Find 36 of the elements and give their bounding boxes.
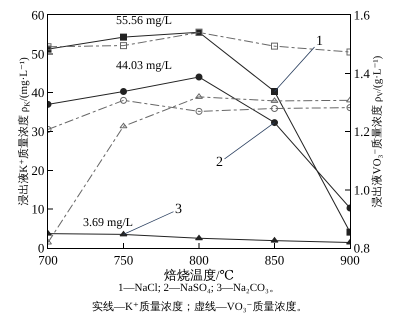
point <box>195 93 203 99</box>
point <box>271 119 278 126</box>
y-tick-label: 20 <box>31 162 44 178</box>
point <box>120 230 128 236</box>
annotation: 55.56 mg/L <box>116 13 172 27</box>
y-tick-label: 10 <box>31 202 44 217</box>
text: 实线—K⁺质量浓度；虚线—VO₃⁻质量浓度。 <box>92 300 308 313</box>
y2-tick-label: 1.2 <box>354 124 370 140</box>
point <box>270 97 278 103</box>
y-tick-label: 60 <box>31 8 44 23</box>
point <box>195 234 203 240</box>
y2-tick-label: 1.6 <box>354 8 370 23</box>
annotation: 3 <box>175 202 182 217</box>
y2-tick-label: 1.4 <box>354 66 370 81</box>
y-tick-label: 40 <box>31 85 44 100</box>
point <box>120 96 127 104</box>
text: 1—NaCl; 2—NaSO₄; 3—Na₂CO₃。 <box>118 282 280 294</box>
annotation: 44.03 mg/L <box>116 58 172 72</box>
annotation: 2 <box>216 155 223 170</box>
point <box>120 34 127 41</box>
x-tick-label: 850 <box>264 252 284 268</box>
point <box>271 104 278 112</box>
y-tick-label: 50 <box>31 46 44 62</box>
point <box>196 74 202 81</box>
point <box>270 237 278 243</box>
point <box>120 122 128 128</box>
annotation: 3.69 mg/L <box>83 215 133 229</box>
point <box>271 88 278 95</box>
x-tick-label: 750 <box>114 252 134 268</box>
point <box>120 88 127 95</box>
x-axis-title: 焙烧温度/℃ <box>164 268 234 283</box>
annotation: 1 <box>316 34 323 49</box>
point <box>196 108 202 115</box>
x-tick-label: 800 <box>189 252 209 268</box>
y-tick-label: 30 <box>31 124 44 140</box>
y2-tick-label: 1.0 <box>354 182 370 198</box>
